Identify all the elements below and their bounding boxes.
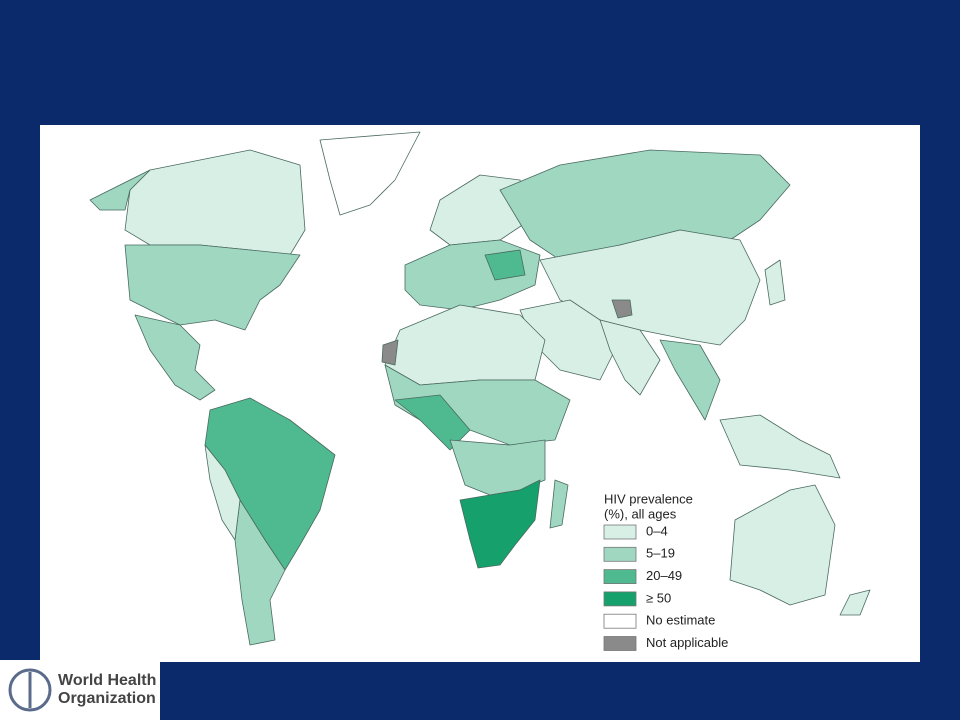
legend-label: 0–4 (646, 523, 668, 538)
ukraine (484, 249, 526, 281)
andes (204, 444, 241, 541)
legend-swatch (603, 636, 637, 651)
world-map (89, 131, 871, 646)
greenland (319, 131, 421, 216)
madagascar (549, 479, 569, 529)
india (599, 319, 661, 396)
west-africa (394, 394, 471, 451)
legend: HIV prevalence (%), all ages 0–4 5–19 20–4… (603, 491, 728, 651)
legend-title: (%), all ages (604, 506, 677, 521)
russia (499, 149, 791, 261)
southeast-asia (659, 339, 721, 421)
southern-africa (459, 479, 541, 569)
kashmir (611, 299, 633, 319)
alaska (89, 169, 151, 211)
japan (764, 259, 786, 306)
legend-label: No estimate (646, 613, 715, 628)
western-sahara (381, 339, 399, 366)
usa (124, 244, 301, 331)
legend-label: Not applicable (646, 635, 728, 650)
legend-swatch (603, 591, 637, 607)
legend-label: 20–49 (646, 568, 682, 583)
legend-swatch (603, 524, 637, 540)
indonesia (719, 414, 841, 479)
mexico-central-america (134, 314, 216, 401)
legend-swatch (603, 569, 637, 584)
logo-text: World Health (58, 672, 156, 689)
south-cone (234, 499, 286, 646)
legend-label: ≥ 50 (646, 590, 671, 605)
logo-emblem (8, 668, 52, 712)
new-zealand (839, 589, 871, 616)
sahel (384, 364, 571, 446)
australia (729, 484, 836, 606)
logo-text: Organization (58, 690, 156, 707)
legend-swatch (603, 613, 637, 629)
legend-title: HIV prevalence (604, 491, 693, 506)
legend-label: 5–19 (646, 546, 675, 561)
legend-swatch (603, 546, 637, 562)
